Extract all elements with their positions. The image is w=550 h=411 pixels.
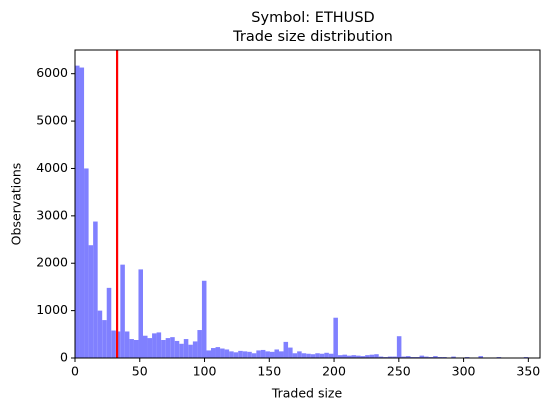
bar <box>324 352 329 358</box>
bar <box>133 339 139 358</box>
bar <box>102 320 107 358</box>
y-axis-label: Observations <box>9 163 24 246</box>
bar <box>288 347 293 358</box>
bar <box>315 353 320 358</box>
bar <box>433 356 438 358</box>
bar <box>279 351 284 358</box>
bar <box>215 347 221 358</box>
chart-title: Symbol: ETHUSD <box>251 10 374 26</box>
bar <box>93 221 98 358</box>
x-tick-label: 150 <box>257 364 281 379</box>
bar <box>179 343 184 358</box>
bar <box>374 354 379 358</box>
bar <box>333 317 338 358</box>
x-tick-label: 350 <box>516 364 540 379</box>
bar <box>192 341 198 358</box>
bar <box>378 356 384 358</box>
bar <box>351 355 357 358</box>
bar <box>242 351 248 358</box>
bar <box>84 168 89 358</box>
bar <box>152 333 157 358</box>
bar <box>419 355 425 358</box>
bar <box>392 356 397 358</box>
bar <box>88 245 94 358</box>
bar <box>283 341 289 358</box>
bar <box>251 353 257 358</box>
bar <box>306 353 311 358</box>
bar <box>265 351 270 358</box>
y-tick-label: 3000 <box>36 207 68 222</box>
bar <box>424 356 429 358</box>
chart-subtitle: Trade size distribution <box>232 29 393 45</box>
bar <box>478 356 484 358</box>
x-tick-label: 300 <box>452 364 476 379</box>
x-tick-label: 100 <box>193 364 217 379</box>
bar <box>174 340 180 358</box>
bar <box>201 280 207 358</box>
bar <box>247 351 252 358</box>
bar <box>111 330 116 358</box>
bar <box>260 349 266 358</box>
bar <box>328 353 334 358</box>
bar <box>170 337 175 358</box>
bar <box>337 355 343 358</box>
bar <box>197 330 202 358</box>
bar <box>211 348 216 358</box>
bar <box>405 356 411 358</box>
x-axis-label: Traded size <box>271 386 343 401</box>
bar <box>206 350 212 358</box>
bar <box>161 339 166 358</box>
y-tick-label: 2000 <box>36 255 68 270</box>
bar <box>274 349 280 358</box>
bar <box>319 353 325 358</box>
bar <box>97 310 103 358</box>
y-tick-label: 0 <box>60 350 68 365</box>
bar <box>220 348 225 358</box>
bar <box>401 356 406 358</box>
bar <box>297 351 302 358</box>
bar <box>365 355 370 358</box>
bar <box>451 356 456 358</box>
x-tick-label: 200 <box>322 364 346 379</box>
bar <box>156 332 162 358</box>
x-tick-label: 0 <box>71 364 79 379</box>
bar <box>396 336 402 358</box>
bar <box>342 354 348 358</box>
bar <box>143 335 148 358</box>
bar <box>356 355 361 358</box>
bar <box>369 354 375 358</box>
bar <box>147 338 153 358</box>
bar <box>233 352 239 358</box>
y-tick-label: 6000 <box>36 65 68 80</box>
x-tick-label: 250 <box>387 364 411 379</box>
y-tick-label: 4000 <box>36 160 68 175</box>
bar <box>138 269 144 358</box>
bar <box>256 350 261 358</box>
y-tick-label: 1000 <box>36 302 68 317</box>
bar <box>292 353 298 358</box>
bar <box>229 351 234 358</box>
bar <box>183 339 189 358</box>
bar <box>360 356 366 358</box>
bar <box>129 339 134 358</box>
bar <box>347 355 352 358</box>
bar <box>269 351 275 358</box>
bar <box>238 350 243 358</box>
y-tick-label: 5000 <box>36 113 68 128</box>
bar <box>188 344 193 358</box>
axes-frame <box>74 49 541 359</box>
bar <box>310 354 316 358</box>
bar <box>120 264 125 358</box>
bar <box>301 353 307 358</box>
bar <box>75 65 80 358</box>
bar <box>224 349 230 358</box>
bar <box>124 331 130 358</box>
bar <box>387 356 393 358</box>
bar <box>165 338 171 358</box>
bar <box>79 67 85 358</box>
x-tick-label: 50 <box>132 364 148 379</box>
bar <box>106 287 112 358</box>
